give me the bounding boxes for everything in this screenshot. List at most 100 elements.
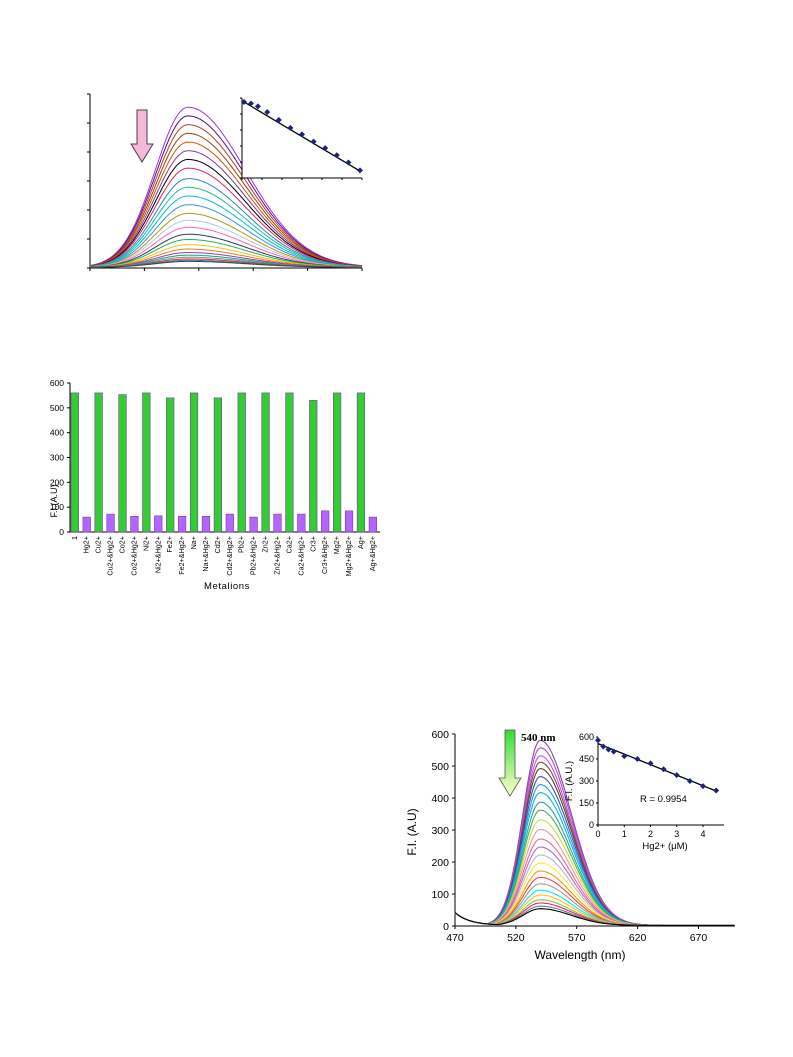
inset-calibration-plot: 0 150 300 450 600 0 1 2 3 4 R = 0.9954 F.I. (A.U.) H… [564, 732, 724, 852]
y-axis-label: F.I.(A.U) [49, 484, 59, 517]
bar [201, 516, 211, 533]
decrease-arrow [498, 729, 522, 797]
x-tick-label: Na+ [189, 536, 198, 549]
data-point [357, 167, 363, 174]
data-point [264, 109, 271, 116]
x-tick-label: 1 [70, 536, 79, 540]
bar [213, 397, 222, 533]
x-tick-label: Cr3+&Hg2+ [320, 536, 329, 574]
x-tick-label: Cd2+&Hg2+ [225, 536, 234, 576]
y-tick-label: 200 [431, 857, 449, 869]
data-point [275, 117, 282, 123]
inset-y-tick-label: 150 [579, 798, 594, 808]
bar [273, 513, 282, 533]
bar [356, 392, 366, 533]
data-point [634, 756, 641, 762]
y-tick-label: 300 [50, 453, 64, 463]
inset-y-axis-label: F.I. (A.U.) [564, 761, 575, 801]
bar [285, 392, 294, 533]
series-line [454, 908, 735, 926]
x-tick-label: 620 [629, 932, 647, 944]
data-point [660, 766, 667, 773]
x-tick-label: 520 [507, 932, 525, 944]
bar [225, 513, 234, 533]
bar [70, 392, 79, 533]
inset-x-axis-label: Hg2+ (μM) [642, 841, 687, 852]
y-tick-label: 600 [431, 729, 449, 741]
x-axis-label: Wavelength (nm) [535, 948, 626, 962]
series-line [90, 260, 362, 268]
x-tick-label: Cr3+ [308, 536, 317, 552]
bar [178, 516, 187, 533]
bar [344, 510, 354, 533]
series-line [89, 115, 363, 267]
data-point [610, 748, 617, 755]
x-tick-label: Ca2+&Hg2+ [296, 536, 305, 576]
bar [166, 397, 175, 533]
y-tick-label: 200 [50, 477, 64, 487]
bar [261, 392, 270, 533]
series-line [89, 124, 363, 267]
x-tick-label: 470 [446, 932, 464, 944]
x-tick-label: Pb2+ [237, 536, 246, 553]
y-tick-label: 600 [50, 378, 64, 388]
bar [82, 516, 91, 533]
y-tick-label: 300 [431, 825, 449, 837]
x-tick-label: Mg2+&Hg2+ [344, 536, 353, 576]
bar [309, 400, 318, 533]
data-point [686, 778, 693, 784]
data-point [322, 145, 329, 152]
bar [142, 392, 151, 533]
bar [249, 516, 258, 533]
series-line [89, 178, 363, 267]
y-tick-label: 400 [50, 428, 64, 438]
x-tick-label: Ag+ [356, 536, 365, 549]
inset-x-tick-label: 2 [648, 829, 653, 839]
bar [189, 392, 199, 533]
inset-x-tick-label: 4 [700, 829, 705, 839]
bar [297, 513, 306, 533]
series-line [89, 204, 362, 268]
series-line [89, 132, 363, 267]
x-tick-label: Ca2+ [284, 536, 293, 553]
y-tick-label: 100 [50, 502, 64, 512]
bars-group [70, 392, 377, 533]
bar [130, 516, 139, 533]
series-line [89, 186, 363, 267]
fit-line [597, 742, 717, 792]
bar [368, 516, 377, 533]
series-line [89, 141, 363, 267]
y-axis-label: F.I. (A.U) [405, 808, 419, 855]
series-line [89, 226, 363, 268]
series-line [89, 167, 363, 267]
x-tick-label: Na+&Hg2+ [201, 536, 210, 572]
r-value-annotation: R = 0.9954 [640, 794, 687, 805]
y-tick-label: 0 [59, 527, 64, 537]
x-tick-label: 570 [568, 932, 586, 944]
data-point [621, 753, 628, 760]
series-line [89, 106, 363, 267]
data-point [345, 159, 352, 166]
x-tick-label: Ni2+&Hg2+ [153, 536, 162, 573]
bar [333, 392, 342, 533]
y-tick-label: 0 [443, 921, 449, 933]
inset-calibration-plot [240, 97, 363, 180]
x-tick-label: Co2+&Hg2+ [129, 536, 138, 576]
data-point [713, 787, 720, 794]
data-point [241, 99, 247, 105]
x-tick-label: 670 [690, 932, 708, 944]
data-point [287, 124, 294, 131]
data-point [310, 138, 317, 145]
data-point [333, 152, 340, 159]
data-point [595, 737, 601, 744]
y-tick-label: 100 [431, 889, 449, 901]
y-tick-label: 500 [50, 403, 64, 413]
series-line [89, 219, 363, 268]
data-point [673, 772, 680, 779]
series-line [89, 158, 363, 267]
x-tick-label: Zn2+ [261, 536, 270, 553]
data-point [299, 131, 305, 138]
